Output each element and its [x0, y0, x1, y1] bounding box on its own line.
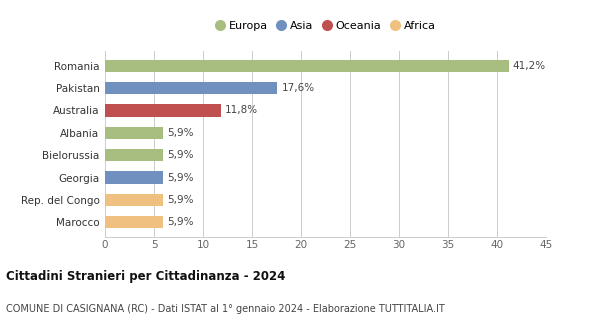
Bar [105, 149, 163, 161]
Bar [105, 60, 509, 72]
Text: 17,6%: 17,6% [281, 83, 314, 93]
Text: 5,9%: 5,9% [167, 128, 193, 138]
Bar [105, 172, 163, 184]
Bar [105, 127, 163, 139]
Bar [105, 194, 163, 206]
Text: Cittadini Stranieri per Cittadinanza - 2024: Cittadini Stranieri per Cittadinanza - 2… [6, 270, 286, 283]
Text: 5,9%: 5,9% [167, 172, 193, 182]
Text: 5,9%: 5,9% [167, 150, 193, 160]
Bar [105, 82, 277, 94]
Text: 5,9%: 5,9% [167, 217, 193, 227]
Text: 11,8%: 11,8% [224, 106, 257, 116]
Text: 5,9%: 5,9% [167, 195, 193, 205]
Text: 41,2%: 41,2% [512, 61, 546, 71]
Bar [105, 104, 221, 116]
Bar [105, 216, 163, 228]
Legend: Europa, Asia, Oceania, Africa: Europa, Asia, Oceania, Africa [211, 16, 440, 36]
Text: COMUNE DI CASIGNANA (RC) - Dati ISTAT al 1° gennaio 2024 - Elaborazione TUTTITAL: COMUNE DI CASIGNANA (RC) - Dati ISTAT al… [6, 304, 445, 314]
